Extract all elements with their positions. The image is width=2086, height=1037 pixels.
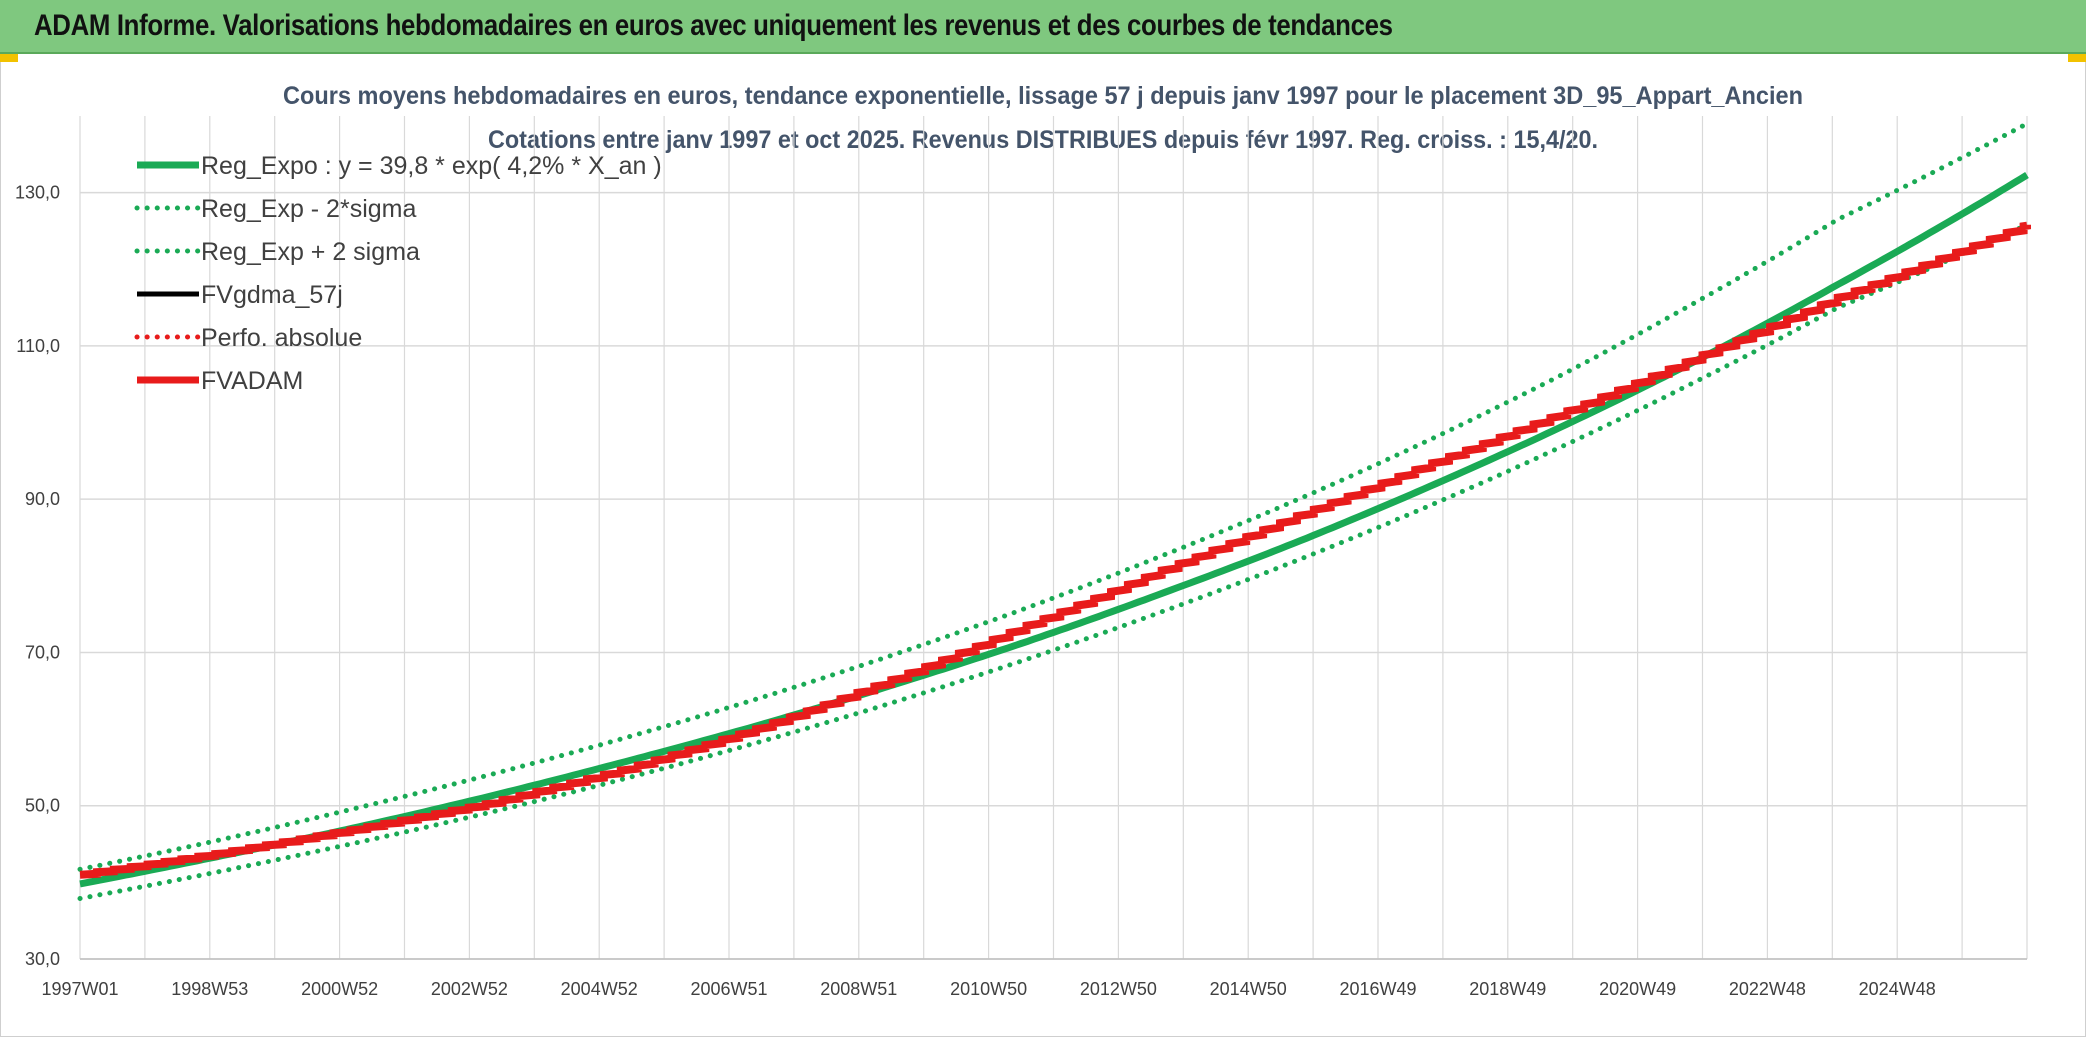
legend-label: Reg_Exp + 2 sigma	[201, 238, 420, 266]
report-banner: ADAM Informe. Valorisations hebdomadaire…	[0, 0, 2086, 54]
y-tick-label: 50,0	[25, 796, 60, 816]
series-line-reg-exp-2-sigma	[77, 222, 2030, 901]
x-tick-label: 2022W48	[1729, 979, 1806, 999]
x-tick-label: 2024W48	[1859, 979, 1936, 999]
y-tick-label: 90,0	[25, 489, 60, 509]
y-tick-label: 70,0	[25, 642, 60, 662]
legend-label: FVgdma_57j	[201, 281, 343, 309]
legend: Reg_Expo : y = 39,8 * exp( 4,2% * X_an )…	[134, 152, 662, 395]
x-tick-label: 2004W52	[561, 979, 638, 999]
x-tick-label: 2002W52	[431, 979, 508, 999]
x-tick-label: 2010W50	[950, 979, 1027, 999]
x-tick-label: 2016W49	[1339, 979, 1416, 999]
x-tick-label: 2018W49	[1469, 979, 1546, 999]
x-tick-label: 2008W51	[820, 979, 897, 999]
x-tick-label: 2020W49	[1599, 979, 1676, 999]
chart-title: Cours moyens hebdomadaires en euros, ten…	[283, 82, 1803, 110]
chart-subtitle: Cotations entre janv 1997 et oct 2025. R…	[488, 126, 1598, 154]
series-lines	[77, 121, 2031, 901]
corner-marker-top-right	[2068, 54, 2086, 62]
line-chart: Cours moyens hebdomadaires en euros, ten…	[15, 82, 2031, 999]
series-line-reg-exp-2-sigma	[77, 121, 2030, 872]
legend-label: Reg_Exp - 2*sigma	[201, 195, 416, 223]
axes: 30,0 50,0 70,0 90,0 110,0 130,0 1997W01 1998W53…	[15, 183, 2027, 999]
legend-label: Reg_Expo : y = 39,8 * exp( 4,2% * X_an )	[201, 152, 662, 180]
y-tick-label: 30,0	[25, 949, 60, 969]
y-tick-label: 130,0	[15, 183, 60, 203]
y-tick-label: 110,0	[16, 336, 60, 356]
x-tick-label: 2000W52	[301, 979, 378, 999]
legend-label: Perfo. absolue	[201, 324, 362, 352]
x-tick-label: 2014W50	[1210, 979, 1287, 999]
series-line-fvadam	[79, 221, 2031, 879]
x-tick-label: 1997W01	[41, 979, 118, 999]
x-tick-label: 2006W51	[690, 979, 767, 999]
corner-marker-top-left	[0, 54, 18, 62]
x-tick-label: 2012W50	[1080, 979, 1157, 999]
legend-label: FVADAM	[201, 367, 303, 395]
report-title: ADAM Informe. Valorisations hebdomadaire…	[34, 9, 1393, 42]
x-tick-label: 1998W53	[171, 979, 248, 999]
